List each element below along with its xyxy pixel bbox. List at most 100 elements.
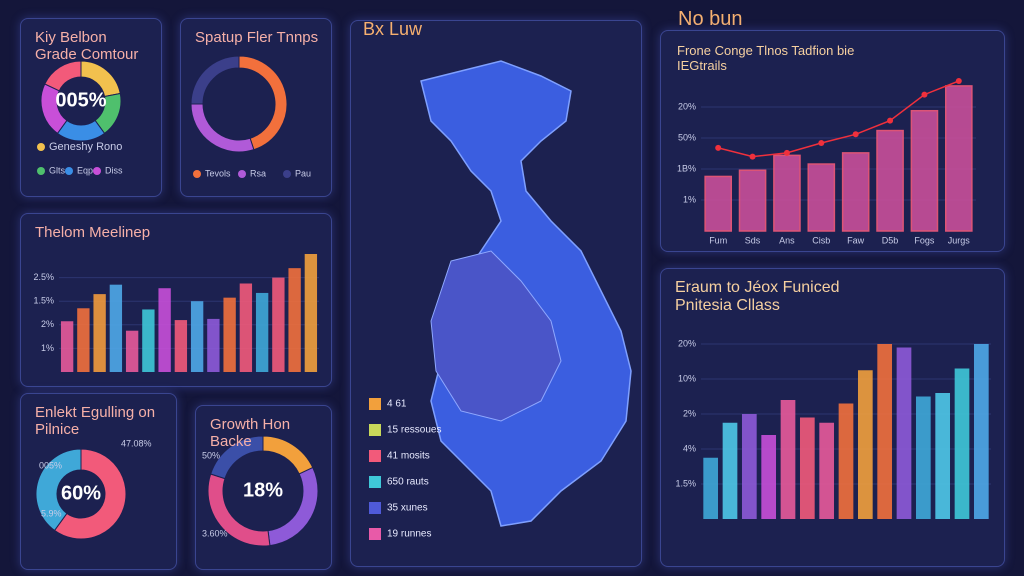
bar: [741, 414, 757, 519]
panel: 60% 005% 5.9% 47.08% Enlekt Egulling on Pil…: [20, 393, 177, 570]
marker: [887, 117, 894, 124]
bar: [799, 417, 815, 519]
y-tick-label: 1.5%: [33, 296, 54, 306]
y-tick-label: 2%: [683, 408, 696, 418]
legend-label: Pau: [295, 168, 311, 178]
center-label: 18%: [243, 479, 283, 501]
legend-swatch: [283, 170, 291, 178]
y-tick-label: 2%: [41, 319, 54, 329]
legend-swatch: [37, 143, 45, 151]
legend-label: Rsa: [250, 168, 266, 178]
legend-swatch: [93, 167, 101, 175]
map-title: Bx Luw: [363, 20, 423, 39]
chart: Tevols Rsa Pau: [190, 55, 311, 178]
bar: [93, 294, 106, 372]
legend-swatch: [193, 170, 201, 178]
chart: 60% 005% 5.9% 47.08%: [35, 438, 152, 540]
center-label: 60%: [61, 482, 101, 504]
bar: [935, 393, 951, 519]
legend-label: Diss: [105, 165, 123, 175]
legend-swatch: [369, 424, 381, 436]
panel: Tevols Rsa Pau Spatup Fler Tnnps: [180, 18, 332, 197]
legend-swatch: [369, 398, 381, 410]
bar: [838, 403, 854, 519]
y-tick-label: 4%: [683, 443, 696, 453]
annotation: 3.60%: [202, 528, 228, 538]
y-tick-label: 1.5%: [675, 478, 696, 488]
chart: 18% 50% 3.60%: [202, 435, 319, 547]
pie-slice: [44, 60, 82, 92]
legend-label: 4 61: [387, 399, 407, 410]
bar: [780, 400, 796, 519]
x-tick-label: Jurgs: [948, 235, 971, 245]
pie-slice: [190, 55, 240, 105]
bar: [973, 344, 989, 519]
bar: [109, 284, 123, 372]
bar: [239, 283, 253, 372]
panel: 18% 50% 3.60% Growth Hon Backe: [195, 405, 332, 570]
pie-slice: [35, 448, 82, 532]
bar: [877, 344, 893, 519]
annotation: 47.08%: [121, 438, 152, 448]
bar: [60, 321, 74, 372]
y-tick-label: 1B%: [677, 163, 696, 173]
bar: [703, 457, 719, 519]
bar: [915, 396, 931, 519]
x-tick-label: Ans: [779, 235, 795, 245]
chart-title: Enlekt Egulling on Pilnice: [35, 404, 156, 439]
pie-slice: [210, 435, 264, 480]
bar: [807, 163, 836, 232]
legend-swatch: [369, 528, 381, 540]
chart: 1% 2% 1.5% 2.5%: [33, 254, 319, 372]
annotation: 005%: [39, 460, 62, 470]
marker: [715, 144, 722, 151]
marker: [783, 149, 790, 156]
bar: [207, 318, 220, 372]
bar: [761, 435, 777, 519]
x-tick-label: Sds: [745, 235, 761, 245]
legend-label: Tevols: [205, 168, 231, 178]
chart-title: No bun: [678, 8, 743, 30]
marker: [852, 131, 859, 138]
center-label: 005%: [55, 89, 106, 111]
bar: [722, 422, 738, 519]
pie-slice: [238, 55, 288, 151]
bar: [954, 368, 970, 519]
line: [718, 80, 960, 158]
legend-label: 15 ressoues: [387, 425, 441, 436]
chart-title: Kiy Belbon Grade Comtour: [35, 29, 139, 64]
legend-swatch: [369, 502, 381, 514]
legend-label: Geneshy Rono: [49, 141, 122, 153]
panel: 1% 1B% 50% 20% Fum Sds Ans Cisb Faw D5b Fogs Jurgs …: [660, 30, 1005, 252]
pie-slice: [53, 448, 127, 540]
chart-subtitle: Frone Conge Tlnos Tadfion bie IEGtrails: [677, 43, 855, 73]
x-tick-label: Cisb: [812, 235, 830, 245]
bar: [125, 330, 139, 372]
bar: [255, 292, 269, 372]
x-tick-label: Fum: [709, 235, 727, 245]
panel: 1% 2% 1.5% 2.5% Thelom Meelinep: [20, 213, 332, 387]
legend-swatch: [369, 476, 381, 488]
bar: [142, 309, 155, 372]
bar: [819, 422, 835, 519]
bar: [876, 129, 904, 232]
legend-swatch: [37, 167, 45, 175]
annotation: 50%: [202, 450, 220, 460]
legend-label: Glts: [49, 165, 66, 175]
bar: [174, 320, 188, 372]
annotation: 5.9%: [41, 508, 62, 518]
chart: 1.5% 4% 2% 10% 20%: [675, 338, 991, 519]
bar: [841, 152, 870, 232]
chart-title: Thelom Meelinep: [35, 224, 151, 241]
legend-swatch: [238, 170, 246, 178]
y-tick-label: 2.5%: [33, 272, 54, 282]
x-tick-label: D5b: [882, 235, 899, 245]
marker: [749, 153, 756, 160]
bar: [223, 297, 236, 372]
x-tick-label: Faw: [847, 235, 865, 245]
y-tick-label: 1%: [41, 343, 54, 353]
legend-label: 41 mosits: [387, 451, 430, 462]
chart: 005% Geneshy Rono Glts Eqp Diss: [37, 60, 123, 175]
bar: [945, 85, 973, 232]
